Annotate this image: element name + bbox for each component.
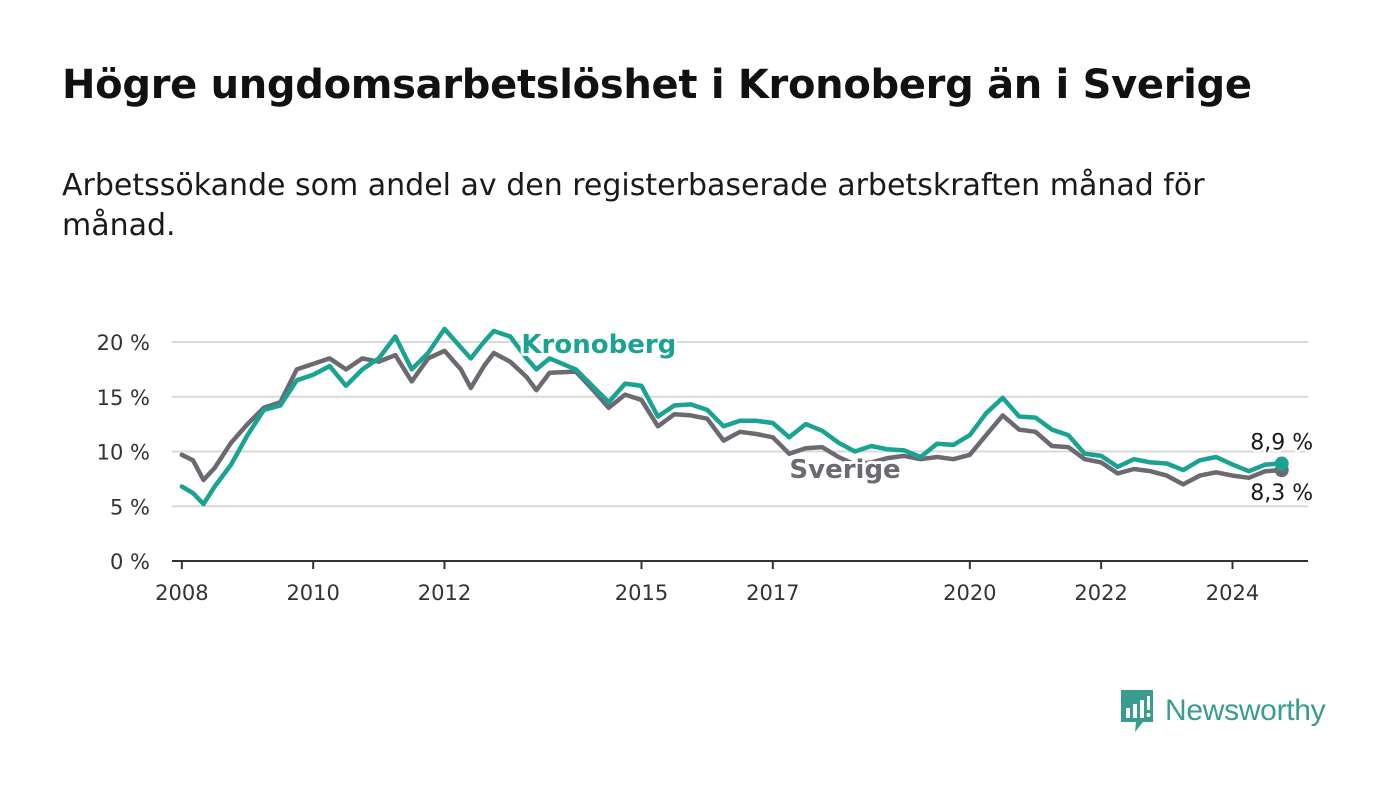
y-tick-label: 5 %: [110, 495, 150, 519]
x-tick-label: 2012: [418, 581, 471, 605]
series-lines: [179, 326, 1289, 507]
brand-name: Newsworthy: [1165, 694, 1326, 727]
x-tick-label: 2008: [155, 581, 208, 605]
series-line-sverige: [179, 348, 1284, 487]
y-tick-label: 20 %: [97, 331, 150, 355]
series-label-sverige: Sverige: [789, 455, 900, 485]
series-line-kronoberg: [179, 326, 1284, 507]
end-marker-kronoberg: [1274, 456, 1289, 471]
x-axis: 2008 2010 2012 2015 2017 2020 2022 2024: [155, 560, 1308, 605]
newsworthy-logo-icon: [1121, 690, 1153, 732]
chart-subtitle: Arbetssökande som andel av den registerb…: [62, 168, 1205, 243]
series-labels: Sverige Kronoberg 8,3 % 8,9 %: [518, 327, 1315, 509]
x-tick-label: 2015: [615, 581, 668, 605]
x-tick-label: 2020: [943, 581, 996, 605]
line-chart: 0 %5 %10 %15 %20 % 2008 2010 2012 2015 2017 2…: [97, 326, 1316, 605]
x-tick-label: 2022: [1074, 581, 1127, 605]
y-tick-label: 10 %: [97, 441, 150, 465]
gridlines: [172, 341, 1308, 508]
x-tick-label: 2024: [1206, 581, 1259, 605]
x-tick-label: 2017: [746, 581, 799, 605]
y-tick-label: 0 %: [110, 550, 150, 574]
end-value-label-kronoberg: 8,9 %: [1250, 431, 1313, 456]
chart-title: Högre ungdomsarbetslöshet i Kronoberg än…: [62, 62, 1252, 108]
end-value-label-sverige: 8,3 %: [1250, 481, 1313, 506]
newsworthy-brand[interactable]: Newsworthy: [1119, 688, 1326, 734]
x-tick-label: 2010: [286, 581, 339, 605]
series-label-kronoberg: Kronoberg: [521, 330, 676, 360]
y-tick-label: 15 %: [97, 386, 150, 410]
y-axis-labels: 0 % 5 % 10 % 15 % 20 %: [97, 331, 150, 574]
